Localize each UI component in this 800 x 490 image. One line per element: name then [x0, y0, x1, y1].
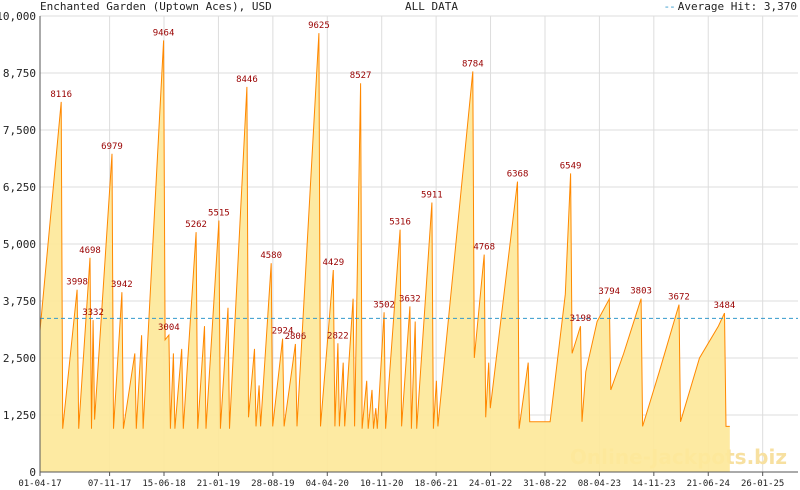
peak-value-label: 3803	[630, 287, 652, 297]
y-tick-label: 2,500	[3, 352, 36, 365]
peak-value-label: 3484	[714, 301, 736, 311]
x-tick-label: 28-08-19	[251, 479, 294, 489]
peak-value-label: 2806	[285, 332, 307, 342]
x-tick-label: 21-01-19	[197, 479, 240, 489]
chart-title: Enchanted Garden (Uptown Aces), USD	[40, 0, 272, 13]
peak-value-label: 5515	[208, 209, 230, 219]
peak-value-label: 3198	[570, 314, 592, 324]
peak-value-label: 8527	[350, 71, 372, 81]
x-tick-label: 15-06-18	[142, 479, 185, 489]
peak-value-label: 5262	[185, 220, 207, 230]
peak-value-label: 9625	[308, 21, 330, 31]
x-tick-label: 01-04-17	[18, 479, 61, 489]
peak-value-label: 4429	[323, 258, 345, 268]
peak-value-label: 8784	[462, 59, 484, 69]
peak-value-label: 3942	[111, 280, 133, 290]
peak-value-label: 4698	[79, 246, 101, 256]
y-tick-label: 3,750	[3, 295, 36, 308]
y-tick-label: 1,250	[3, 409, 36, 422]
x-tick-label: 14-11-23	[632, 479, 675, 489]
jackpot-line	[39, 33, 730, 429]
peak-value-label: 4580	[260, 251, 282, 261]
x-tick-label: 24-01-22	[469, 479, 512, 489]
peak-value-label: 6368	[507, 170, 529, 180]
peak-value-label: 2924	[272, 327, 294, 337]
average-legend-swatch: --	[663, 0, 676, 13]
peak-value-label: 5911	[421, 190, 443, 200]
x-tick-label: 08-04-23	[578, 479, 621, 489]
peak-value-label: 3998	[66, 278, 88, 288]
y-tick-label: 7,500	[3, 124, 36, 137]
peak-value-label: 2822	[327, 331, 349, 341]
average-legend: -- Average Hit: 3,370	[664, 0, 797, 14]
x-tick-label: 10-11-20	[360, 479, 403, 489]
peak-value-label: 8446	[236, 75, 258, 85]
x-tick-label: 04-04-20	[306, 479, 349, 489]
peak-value-label: 3672	[668, 293, 690, 303]
axes: 0 1,250 2,500 3,750 5,000 6,250 7,500 8,750 10,0…	[0, 10, 798, 489]
peak-value-label: 9464	[153, 28, 175, 38]
peak-value-label: 6979	[101, 142, 123, 152]
x-tick-label: 07-11-17	[88, 479, 131, 489]
y-tick-label: 0	[29, 466, 36, 479]
y-tick-label: 5,000	[3, 238, 36, 251]
y-tick-label: 10,000	[0, 10, 36, 23]
x-tick-label: 21-06-24	[687, 479, 730, 489]
average-legend-label: Average Hit: 3,370	[677, 0, 797, 13]
peak-value-label: 3332	[82, 308, 104, 318]
range-label: ALL DATA	[405, 0, 458, 13]
x-tick-label: 26-01-25	[741, 479, 784, 489]
y-tick-label: 6,250	[3, 181, 36, 194]
peak-value-label: 3502	[373, 300, 395, 310]
x-tick-label: 31-08-22	[523, 479, 566, 489]
peak-labels: 8116 3998 4698 3332 6979 3942 9464 3004 52625515…	[50, 21, 735, 342]
peak-value-label: 6549	[560, 161, 582, 171]
peak-value-label: 4768	[473, 243, 495, 253]
y-tick-label: 8,750	[3, 67, 36, 80]
peak-value-label: 3004	[158, 323, 180, 333]
x-tick-label: 18-06-21	[414, 479, 457, 489]
peak-value-label: 3794	[598, 287, 620, 297]
peak-value-label: 8116	[50, 90, 72, 100]
peak-value-label: 3632	[399, 294, 421, 304]
peak-value-label: 5316	[389, 218, 411, 228]
